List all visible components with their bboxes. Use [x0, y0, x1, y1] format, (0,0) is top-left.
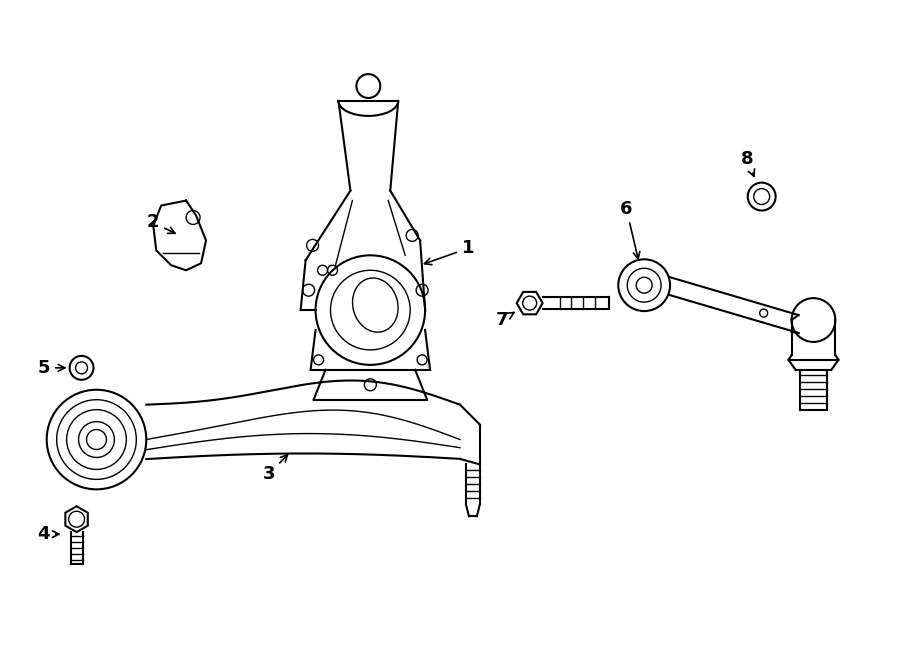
Text: 7: 7: [496, 311, 514, 329]
Text: 1: 1: [425, 239, 474, 264]
Text: 6: 6: [620, 200, 640, 258]
Text: 5: 5: [38, 359, 65, 377]
Text: 8: 8: [741, 150, 754, 176]
Text: 4: 4: [38, 525, 59, 543]
Text: 2: 2: [147, 214, 175, 233]
Text: 3: 3: [263, 455, 287, 483]
